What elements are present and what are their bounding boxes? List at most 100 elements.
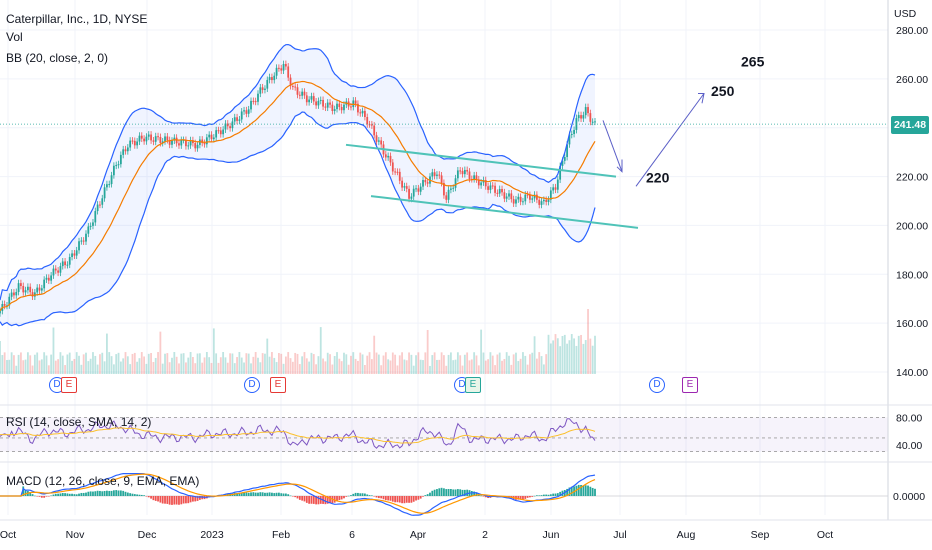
volume-bar — [456, 352, 459, 374]
candle — [591, 121, 594, 123]
macd-hist-bar — [161, 496, 164, 504]
macd-hist-bar — [305, 496, 308, 503]
candle — [484, 180, 487, 187]
candle — [252, 100, 255, 102]
macd-hist-bar — [540, 495, 543, 496]
macd-hist-bar — [110, 490, 113, 496]
candle — [22, 285, 25, 293]
macd-hist-bar — [89, 491, 92, 496]
macd-hist-bar — [329, 496, 331, 504]
macd-hist-bar — [236, 493, 238, 496]
candle — [245, 110, 248, 114]
candle — [336, 103, 338, 110]
macd-hist-bar — [364, 493, 366, 496]
arrow-up-line — [635, 93, 705, 187]
candle — [254, 101, 257, 103]
macd-hist-bar — [136, 494, 139, 496]
volume-bar — [294, 352, 297, 374]
macd-hist-bar — [173, 496, 176, 505]
candle — [271, 77, 273, 81]
candle — [187, 145, 190, 147]
earnings-marker-future[interactable]: E — [682, 377, 698, 393]
price-target-label: 265 — [741, 54, 765, 70]
macd-hist-bar — [433, 489, 436, 496]
volume-bar — [303, 352, 306, 374]
earnings-marker[interactable]: E — [465, 377, 481, 393]
candle — [540, 201, 543, 205]
macd-hist-bar — [178, 496, 180, 505]
time-tick-label: Apr — [410, 529, 427, 541]
macd-hist-bar — [410, 496, 413, 503]
candle — [398, 171, 401, 181]
volume-bar — [110, 356, 113, 374]
candle — [154, 136, 157, 142]
macd-hist-bar — [422, 496, 424, 497]
volume-bar — [150, 353, 152, 374]
macd-hist-bar — [180, 496, 183, 505]
candle — [408, 188, 410, 199]
candle — [401, 180, 403, 188]
volume-bar — [38, 360, 41, 374]
volume-bar — [505, 352, 508, 374]
macd-hist-bar — [282, 493, 285, 496]
macd-hist-bar — [380, 496, 383, 499]
candle — [124, 149, 127, 152]
volume-bar — [173, 352, 176, 374]
macd-hist-bar — [147, 496, 150, 498]
macd-hist-bar — [264, 492, 266, 496]
macd-hist-bar — [140, 494, 143, 496]
candle — [508, 193, 510, 197]
candle — [364, 110, 366, 118]
volume-bar — [85, 352, 87, 374]
macd-hist-bar — [24, 490, 27, 496]
volume-bar — [431, 355, 434, 374]
volume-bar — [280, 353, 283, 374]
volume-bar — [266, 338, 269, 374]
price-tick-label: 260.00 — [896, 74, 928, 86]
candle — [264, 88, 266, 90]
candle — [468, 171, 471, 179]
volume-bar — [133, 352, 136, 374]
candle — [322, 99, 324, 107]
volume-bar — [438, 359, 441, 374]
macd-hist-bar — [424, 495, 427, 496]
macd-hist-bar — [398, 496, 401, 503]
macd-hist-bar — [589, 486, 592, 496]
volume-bar — [210, 362, 213, 374]
volume-bar — [26, 352, 29, 374]
candle — [503, 192, 506, 199]
candle — [238, 119, 241, 121]
macd-hist-bar — [549, 494, 552, 496]
macd-hist-bar — [119, 490, 122, 496]
macd-hist-bar — [377, 496, 380, 499]
candle — [92, 222, 94, 226]
volume-bar — [8, 359, 11, 374]
macd-hist-bar — [82, 492, 85, 496]
macd-hist-bar — [40, 496, 43, 498]
volume-bar — [80, 364, 83, 374]
macd-hist-bar — [354, 492, 357, 496]
earnings-marker[interactable]: E — [270, 377, 286, 393]
dividend-marker[interactable]: D — [244, 377, 260, 393]
macd-hist-bar — [317, 496, 320, 505]
macd-hist-bar — [108, 490, 111, 496]
candle — [182, 139, 185, 141]
candle — [71, 253, 73, 258]
candle — [375, 135, 378, 142]
macd-hist-bar — [33, 495, 36, 497]
volume-bar — [138, 358, 141, 374]
macd-hist-bar — [289, 495, 292, 497]
candle — [594, 121, 596, 123]
macd-hist-bar — [384, 496, 387, 501]
macd-hist-bar — [431, 490, 434, 496]
macd-hist-bar — [96, 490, 99, 496]
volume-bar — [222, 352, 225, 374]
earnings-marker[interactable]: E — [61, 377, 77, 393]
volume-bars — [0, 309, 596, 374]
dividend-marker-future[interactable]: D — [649, 377, 665, 393]
macd-hist-bar — [245, 492, 248, 496]
volume-bar — [515, 352, 517, 374]
volume-bar — [415, 355, 417, 374]
macd-hist-bar — [68, 493, 71, 496]
